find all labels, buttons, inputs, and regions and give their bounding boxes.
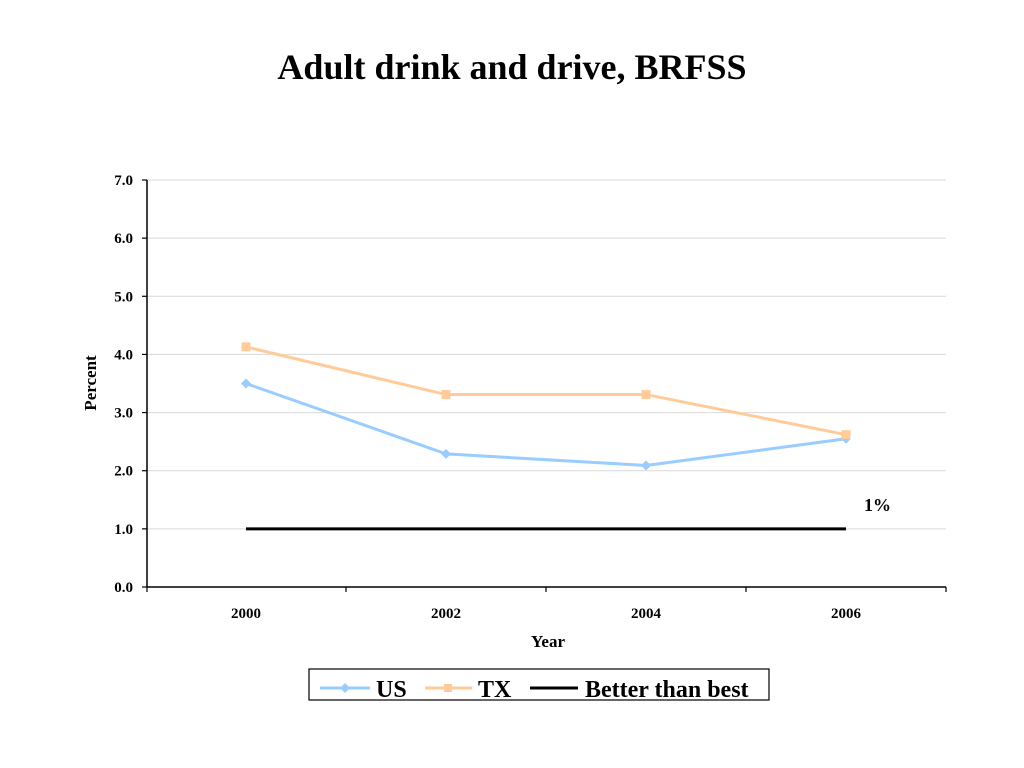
chart-title: Adult drink and drive, BRFSS: [277, 47, 747, 87]
data-point-tx: [441, 390, 451, 400]
legend-marker-diamond-icon: [340, 683, 350, 693]
y-tick-label: 2.0: [114, 464, 133, 480]
series-line-us: [245, 382, 847, 467]
legend-item-better-than-best: Better than best: [530, 677, 749, 703]
series-group: [241, 342, 851, 531]
gridlines: [147, 179, 946, 530]
x-tick-label: 2002: [431, 606, 461, 622]
legend: US TX Better than best: [308, 668, 770, 703]
data-point-tx: [641, 390, 651, 400]
legend-box: [308, 668, 770, 701]
legend-item-tx: TX: [425, 677, 512, 703]
y-tick-label: 5.0: [114, 289, 133, 305]
data-point-us: [441, 448, 451, 459]
series-line-tx: [245, 345, 847, 437]
y-tick-label: 3.0: [114, 406, 133, 422]
legend-label-tx: TX: [478, 677, 512, 703]
axes: [146, 180, 946, 588]
x-tick-label: 2004: [631, 606, 662, 622]
data-point-us: [241, 378, 251, 389]
legend-label-us: US: [376, 677, 407, 703]
x-axis-title: Year: [531, 632, 565, 651]
y-tick-label: 1.0: [114, 522, 133, 538]
data-point-tx: [841, 430, 851, 440]
legend-marker-square-icon: [444, 684, 452, 692]
x-tick-label: 2000: [231, 606, 261, 622]
data-point-us: [641, 460, 651, 471]
data-point-tx: [241, 342, 251, 352]
y-tick-label: 6.0: [114, 231, 133, 247]
y-axis-title: Percent: [81, 355, 100, 411]
legend-label-better-than-best: Better than best: [585, 677, 749, 703]
legend-item-us: US: [320, 677, 407, 703]
y-axis-ticks: 0.0 1.0 2.0 3.0 4.0 5.0 6.0 7.0: [114, 173, 147, 596]
y-tick-label: 4.0: [114, 347, 133, 363]
y-tick-label: 7.0: [114, 173, 133, 189]
x-axis-ticks: 2000 2002 2004 2006: [146, 587, 947, 622]
annotation-1-percent: 1%: [864, 495, 891, 515]
x-tick-label: 2006: [831, 606, 862, 622]
y-tick-label: 0.0: [114, 580, 133, 596]
